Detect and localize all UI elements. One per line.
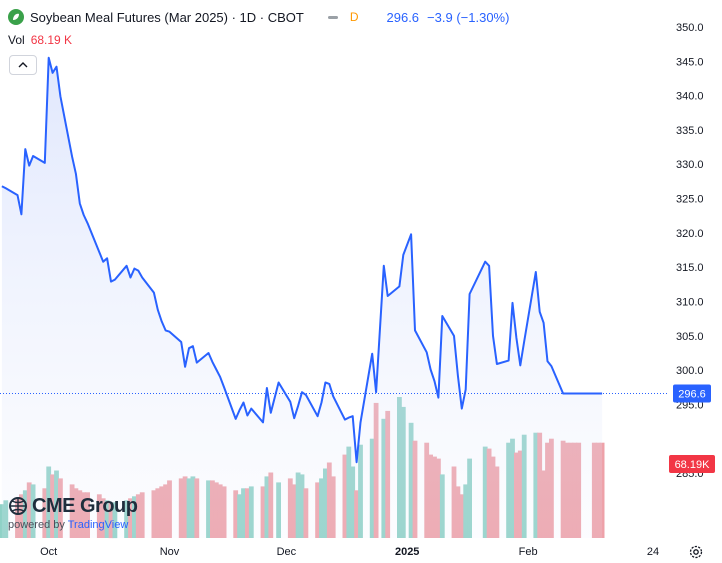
price-tick-label: 340.0 bbox=[676, 91, 704, 103]
price-tick-label: 350.0 bbox=[676, 22, 704, 34]
time-tick-label: Dec bbox=[277, 546, 297, 558]
price-tick-label: 325.0 bbox=[676, 194, 704, 206]
time-axis[interactable]: Oct Nov Dec 2025 Feb 24 bbox=[40, 546, 659, 558]
price-line bbox=[1, 56, 603, 464]
price-tick-label: 300.0 bbox=[676, 365, 704, 377]
time-tick-label: 2025 bbox=[395, 546, 419, 558]
price-change: −3.9 (−1.30%) bbox=[427, 9, 510, 25]
chart-legend: Soybean Meal Futures (Mar 2025) · 1D · C… bbox=[8, 8, 509, 26]
soybean-leaf-icon bbox=[8, 9, 24, 25]
cme-globe-icon bbox=[9, 497, 27, 515]
price-tick-label: 345.0 bbox=[676, 56, 704, 68]
brand-watermark: CME Group powered by TradingView bbox=[8, 496, 138, 531]
price-tick-label: 320.0 bbox=[676, 228, 704, 240]
time-tick-label: Oct bbox=[40, 546, 57, 558]
gear-icon[interactable] bbox=[688, 544, 704, 560]
price-tick-label: 305.0 bbox=[676, 331, 704, 343]
volume-label: Vol bbox=[8, 33, 25, 47]
time-tick-label: Nov bbox=[160, 546, 180, 558]
last-volume-badge-label: 68.19K bbox=[675, 459, 711, 471]
collapse-legend-button[interactable] bbox=[9, 55, 37, 75]
last-volume-badge: 68.19K bbox=[669, 455, 715, 473]
price-tick-label: 315.0 bbox=[676, 262, 704, 274]
time-tick-label: Feb bbox=[519, 546, 538, 558]
powered-by-text: powered by bbox=[8, 519, 65, 531]
symbol-title[interactable]: Soybean Meal Futures (Mar 2025) · 1D · C… bbox=[30, 9, 304, 25]
brand-name: CME Group bbox=[32, 495, 138, 517]
last-price: 296.6 bbox=[386, 9, 420, 25]
price-area bbox=[1, 57, 603, 539]
price-tick-label: 335.0 bbox=[676, 125, 704, 137]
time-tick-label: 24 bbox=[647, 546, 659, 558]
tradingview-link[interactable]: TradingView bbox=[67, 519, 129, 531]
volume-legend: Vol 68.19 K bbox=[8, 33, 72, 47]
volume-value: 68.19 K bbox=[30, 33, 73, 47]
price-tick-label: 330.0 bbox=[676, 159, 704, 171]
last-price-badge-label: 296.6 bbox=[678, 389, 706, 401]
chevron-up-icon bbox=[18, 62, 28, 68]
interval-badge: D bbox=[349, 10, 359, 24]
last-price-badge: 296.6 bbox=[673, 384, 711, 403]
price-tick-label: 310.0 bbox=[676, 297, 704, 309]
line-style-icon bbox=[327, 15, 338, 19]
price-axis[interactable]: 350.0 345.0 340.0 335.0 330.0 325.0 320.0 315.0… bbox=[676, 22, 704, 480]
